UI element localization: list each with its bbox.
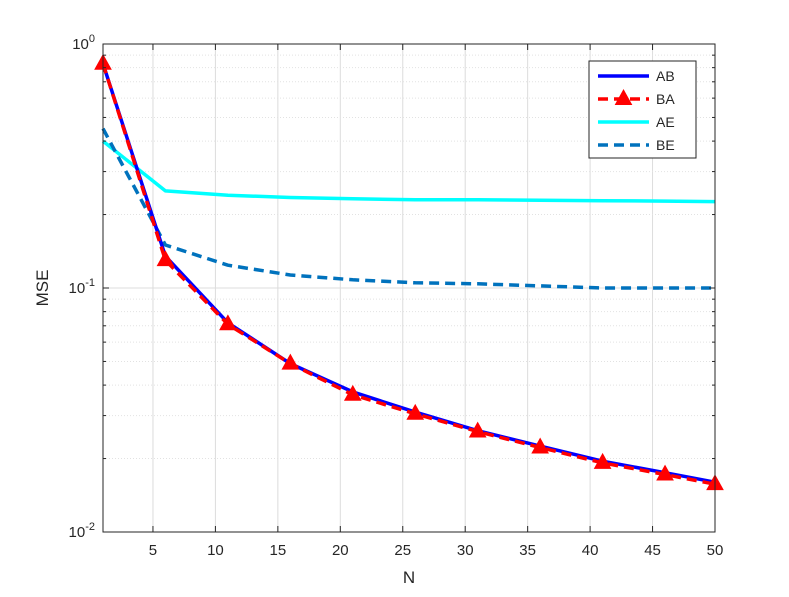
data-point-ba [343,384,362,401]
y-tick-label: 10-1 [69,277,95,297]
legend-label-be: BE [656,137,675,153]
data-point-ba [406,403,425,420]
x-tick-label: 30 [457,542,474,559]
legend-marker-ba [614,89,633,105]
y-tick-label: 100 [72,33,95,53]
data-point-ba [156,250,175,267]
x-tick-label: 45 [644,542,661,559]
data-point-ba [468,421,487,438]
x-tick-label: 50 [707,542,724,559]
series-layer [94,53,724,491]
axis-ticks: 5 10 15 20 25 30 35 40 45 50 10-2 10-1 100 [69,33,724,559]
data-point-ba [531,437,549,454]
data-point-ba [219,314,237,331]
legend-label-ab: AB [656,68,675,84]
data-point-ba [593,452,612,469]
x-tick-label: 20 [332,542,349,559]
y-axis-label: MSE [33,270,52,307]
data-point-ba [656,464,674,481]
legend: AB BA AE BE [588,60,697,159]
x-tick-label: 25 [394,542,411,559]
x-tick-label: 40 [582,542,599,559]
legend-label-ba: BA [656,91,675,107]
series-ae [101,139,716,204]
series-line-be [101,127,715,290]
x-tick-label: 15 [270,542,287,559]
x-axis-label: N [403,568,415,587]
legend-label-ae: AE [656,114,675,130]
x-tick-label: 35 [519,542,536,559]
series-line-ae [101,139,716,204]
series-ba [94,53,724,491]
x-tick-label: 5 [149,542,157,559]
series-be [101,127,715,290]
x-tick-label: 10 [207,542,224,559]
data-point-ba [281,353,300,370]
y-tick-label: 10-2 [69,521,95,541]
